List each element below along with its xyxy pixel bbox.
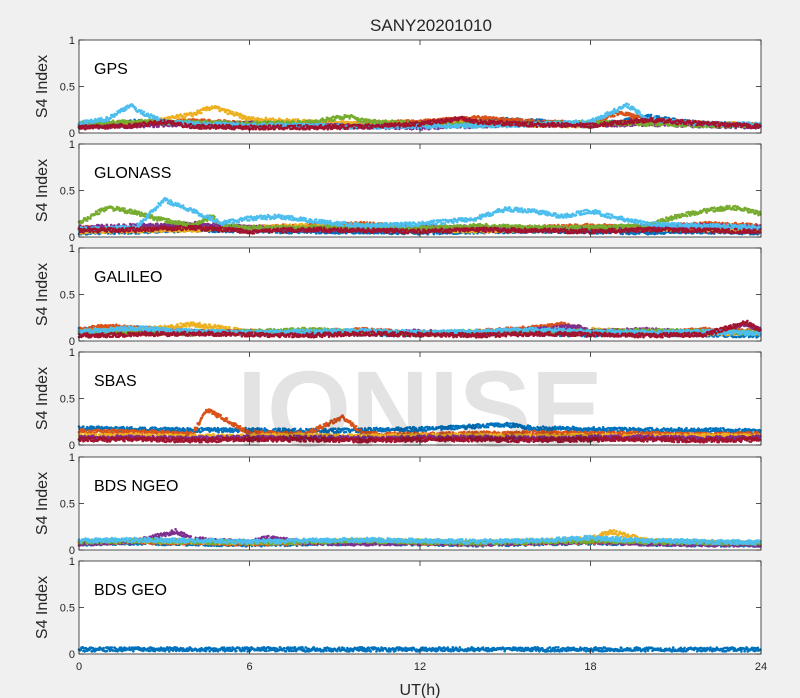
data-point <box>373 119 377 122</box>
figure-title: SANY20201010 <box>370 16 492 35</box>
data-point <box>217 105 221 109</box>
data-point <box>177 117 181 120</box>
data-point <box>191 115 194 118</box>
series-points <box>77 102 762 131</box>
data-point <box>200 111 203 115</box>
data-point <box>390 119 394 122</box>
data-point <box>613 114 616 118</box>
data-point <box>521 118 524 121</box>
data-point <box>649 113 653 117</box>
data-point <box>365 118 368 121</box>
data-point <box>231 110 235 114</box>
data-point <box>294 118 297 121</box>
